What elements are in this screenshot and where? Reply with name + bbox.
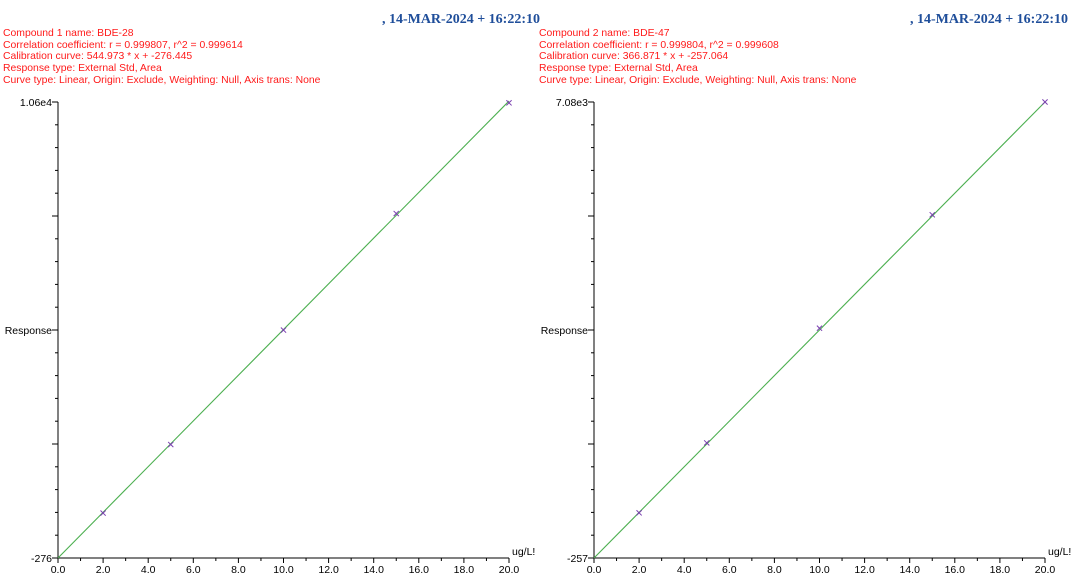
calibration-chart-2: 0.0 2.0 4.0 6.0 8.0 10.0 12.0 14.0 16.0 18.0 20.0 7… [541, 97, 1072, 576]
x-tick-label: 4.0 [677, 564, 692, 576]
data-point-marker [636, 509, 643, 516]
x-tick-label: 14.0 [899, 564, 920, 576]
calibration-curve-line: Calibration curve: 544.973 * x + -276.44… [3, 51, 193, 63]
curve-type-line: Curve type: Linear, Origin: Exclude, Wei… [539, 74, 857, 86]
x-tick-label: 10.0 [809, 564, 830, 576]
x-tick-label: 14.0 [363, 564, 384, 576]
x-tick-label: 18.0 [990, 564, 1011, 576]
x-tick-label: 16.0 [945, 564, 966, 576]
y-bottom-label: -276 [31, 553, 52, 565]
x-tick-label: 18.0 [454, 564, 475, 576]
x-tick-label: 2.0 [632, 564, 647, 576]
x-tick-label: 8.0 [767, 564, 782, 576]
x-tick-label: 6.0 [186, 564, 201, 576]
data-point-marker [929, 211, 936, 218]
x-tick-label: 4.0 [141, 564, 156, 576]
response-type-line: Response type: External Std, Area [3, 63, 162, 75]
y-top-label: 7.08e3 [556, 97, 588, 109]
x-tick-label: 20.0 [499, 564, 520, 576]
x-axis-label: ug/L! [1048, 546, 1071, 558]
x-tick-label: 6.0 [722, 564, 737, 576]
data-point-marker [167, 441, 174, 448]
calibration-panel-2: , 14-MAR-2024 + 16:22:10 Compound 2 name… [536, 0, 1076, 579]
compound-info: Compound 2 name: BDE-47 Correlation coef… [539, 28, 856, 87]
correlation-line: Correlation coefficient: r = 0.999807, r… [3, 39, 243, 51]
x-tick-label: 0.0 [587, 564, 602, 576]
x-tick-label: 0.0 [51, 564, 66, 576]
x-tick-label: 16.0 [409, 564, 430, 576]
data-point-marker [506, 99, 512, 106]
y-top-label: 1.06e4 [20, 97, 52, 109]
curve-type-line: Curve type: Linear, Origin: Exclude, Wei… [3, 74, 321, 86]
timestamp: , 14-MAR-2024 + 16:22:10 [381, 12, 540, 27]
compound-name-line: Compound 2 name: BDE-47 [539, 28, 670, 39]
response-type-line: Response type: External Std, Area [539, 63, 698, 75]
calibration-fit-line [593, 101, 1046, 559]
compound-info: Compound 1 name: BDE-28 Correlation coef… [3, 28, 320, 87]
calibration-panel-1: , 14-MAR-2024 + 16:22:10 Compound 1 name… [3, 12, 540, 576]
calibration-chart-1: 0.0 2.0 4.0 6.0 8.0 10.0 12.0 14.0 16.0 18.0 20.0 1… [5, 97, 536, 576]
timestamp: , 14-MAR-2024 + 16:22:10 [909, 12, 1068, 27]
compound-name-line: Compound 1 name: BDE-28 [3, 28, 134, 39]
calibration-curve-line: Calibration curve: 366.871 * x + -257.06… [539, 51, 729, 63]
data-point-marker [703, 439, 710, 446]
x-tick-label: 8.0 [231, 564, 246, 576]
data-point-marker [1042, 99, 1048, 105]
x-tick-label: 12.0 [854, 564, 875, 576]
data-point-marker [100, 510, 107, 517]
correlation-line: Correlation coefficient: r = 0.999804, r… [539, 39, 779, 51]
data-point-marker [816, 325, 823, 332]
data-point-marker [280, 327, 287, 334]
y-axis-label: Response [541, 325, 588, 337]
y-axis-label: Response [5, 325, 52, 337]
data-point-marker [393, 210, 400, 217]
x-tick-label: 2.0 [96, 564, 111, 576]
x-tick-label: 12.0 [318, 564, 339, 576]
x-tick-label: 10.0 [273, 564, 294, 576]
y-bottom-label: -257 [567, 553, 588, 565]
x-tick-label: 20.0 [1035, 564, 1056, 576]
x-axis-label: ug/L! [512, 546, 535, 558]
